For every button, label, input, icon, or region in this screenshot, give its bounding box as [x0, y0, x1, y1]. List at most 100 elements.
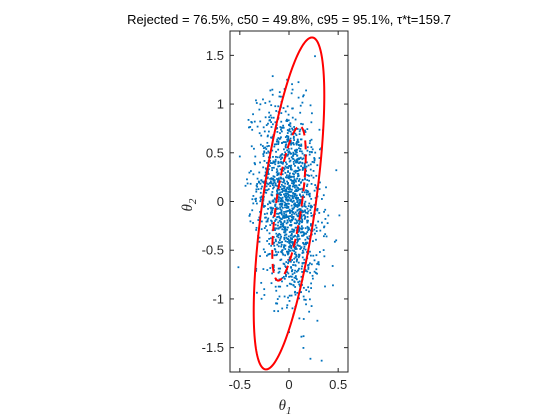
scatter-point [280, 251, 283, 254]
scatter-point [260, 134, 263, 137]
scatter-point [267, 183, 270, 186]
scatter-point [283, 244, 286, 247]
scatter-point [287, 296, 289, 299]
scatter-point [288, 219, 291, 222]
scatter-point [303, 233, 306, 235]
scatter-point [254, 163, 257, 166]
scatter-point [273, 143, 276, 146]
scatter-point [281, 225, 284, 228]
scatter-point [262, 153, 265, 155]
scatter-point [296, 158, 299, 160]
scatter-point [280, 112, 283, 115]
scatter-point [277, 198, 280, 201]
scatter-point [278, 232, 281, 235]
scatter-point [253, 162, 256, 164]
scatter-point [327, 214, 330, 217]
scatter-point [291, 307, 294, 310]
scatter-point [280, 197, 283, 200]
scatter-point [290, 294, 293, 297]
scatter-point [281, 162, 283, 165]
scatter-point [309, 250, 311, 253]
scatter-point [272, 160, 275, 163]
scatter-point [290, 244, 293, 247]
scatter-point [304, 270, 307, 272]
scatter-point [322, 235, 325, 238]
scatter-point [294, 251, 297, 254]
scatter-point [297, 175, 299, 178]
scatter-point [282, 275, 285, 278]
scatter-point [273, 197, 276, 200]
scatter-point [266, 254, 268, 257]
scatter-point [274, 198, 277, 201]
scatter-point [277, 241, 280, 244]
scatter-point [280, 209, 283, 212]
scatter-point [271, 135, 274, 138]
scatter-point [335, 169, 338, 172]
scatter-point [292, 163, 295, 165]
scatter-point [295, 219, 298, 222]
scatter-point [259, 196, 262, 199]
scatter-point [273, 264, 275, 267]
scatter-point [301, 271, 304, 273]
scatter-point [297, 187, 300, 189]
scatter-point [270, 237, 272, 240]
scatter-point [299, 220, 301, 223]
scatter-point [295, 160, 297, 163]
scatter-point [290, 166, 292, 169]
scatter-point [301, 152, 304, 155]
scatter-point [293, 272, 296, 274]
scatter-point [253, 120, 256, 123]
scatter-point [280, 245, 283, 248]
scatter-point [283, 221, 286, 223]
scatter-point [279, 259, 282, 262]
scatter-point [285, 194, 288, 197]
scatter-point [271, 149, 274, 152]
scatter-point [277, 310, 280, 313]
scatter-point [266, 269, 269, 271]
scatter-point [255, 99, 257, 102]
scatter-point [298, 157, 301, 160]
scatter-point [286, 105, 289, 108]
scatter-point [268, 232, 271, 235]
scatter-point [309, 254, 312, 257]
scatter-point [304, 177, 306, 180]
scatter-point [303, 258, 306, 261]
scatter-point [270, 210, 273, 213]
scatter-point [294, 204, 297, 207]
scatter-point [281, 276, 284, 279]
scatter-point [274, 163, 277, 166]
scatter-point [281, 228, 284, 231]
scatter-point [295, 161, 297, 164]
scatter-point [259, 143, 262, 146]
scatter-point [295, 180, 297, 183]
scatter-point [277, 177, 280, 180]
scatter-point [259, 255, 261, 258]
scatter-point [308, 298, 311, 301]
scatter-point [278, 91, 281, 94]
scatter-point [258, 132, 261, 135]
scatter-point [276, 189, 279, 192]
scatter-point [308, 194, 311, 196]
scatter-point [282, 189, 284, 192]
scatter-point [263, 205, 265, 208]
scatter-point [292, 230, 295, 233]
scatter-point [291, 116, 294, 119]
scatter-point [310, 146, 313, 149]
y-tick-label: -0.5 [202, 243, 224, 258]
scatter-point [290, 260, 292, 263]
scatter-point [274, 220, 276, 222]
scatter-point [295, 194, 298, 197]
scatter-point [300, 335, 303, 338]
scatter-point [296, 160, 299, 163]
scatter-point [255, 102, 258, 104]
scatter-point [295, 222, 298, 225]
scatter-point [257, 180, 260, 183]
scatter-point [298, 184, 301, 187]
scatter-point [305, 165, 308, 168]
scatter-point [291, 127, 293, 130]
scatter-point [283, 195, 286, 197]
scatter-point [293, 153, 295, 156]
scatter-point [247, 118, 250, 121]
scatter-point [297, 81, 300, 84]
scatter-point [251, 198, 254, 201]
